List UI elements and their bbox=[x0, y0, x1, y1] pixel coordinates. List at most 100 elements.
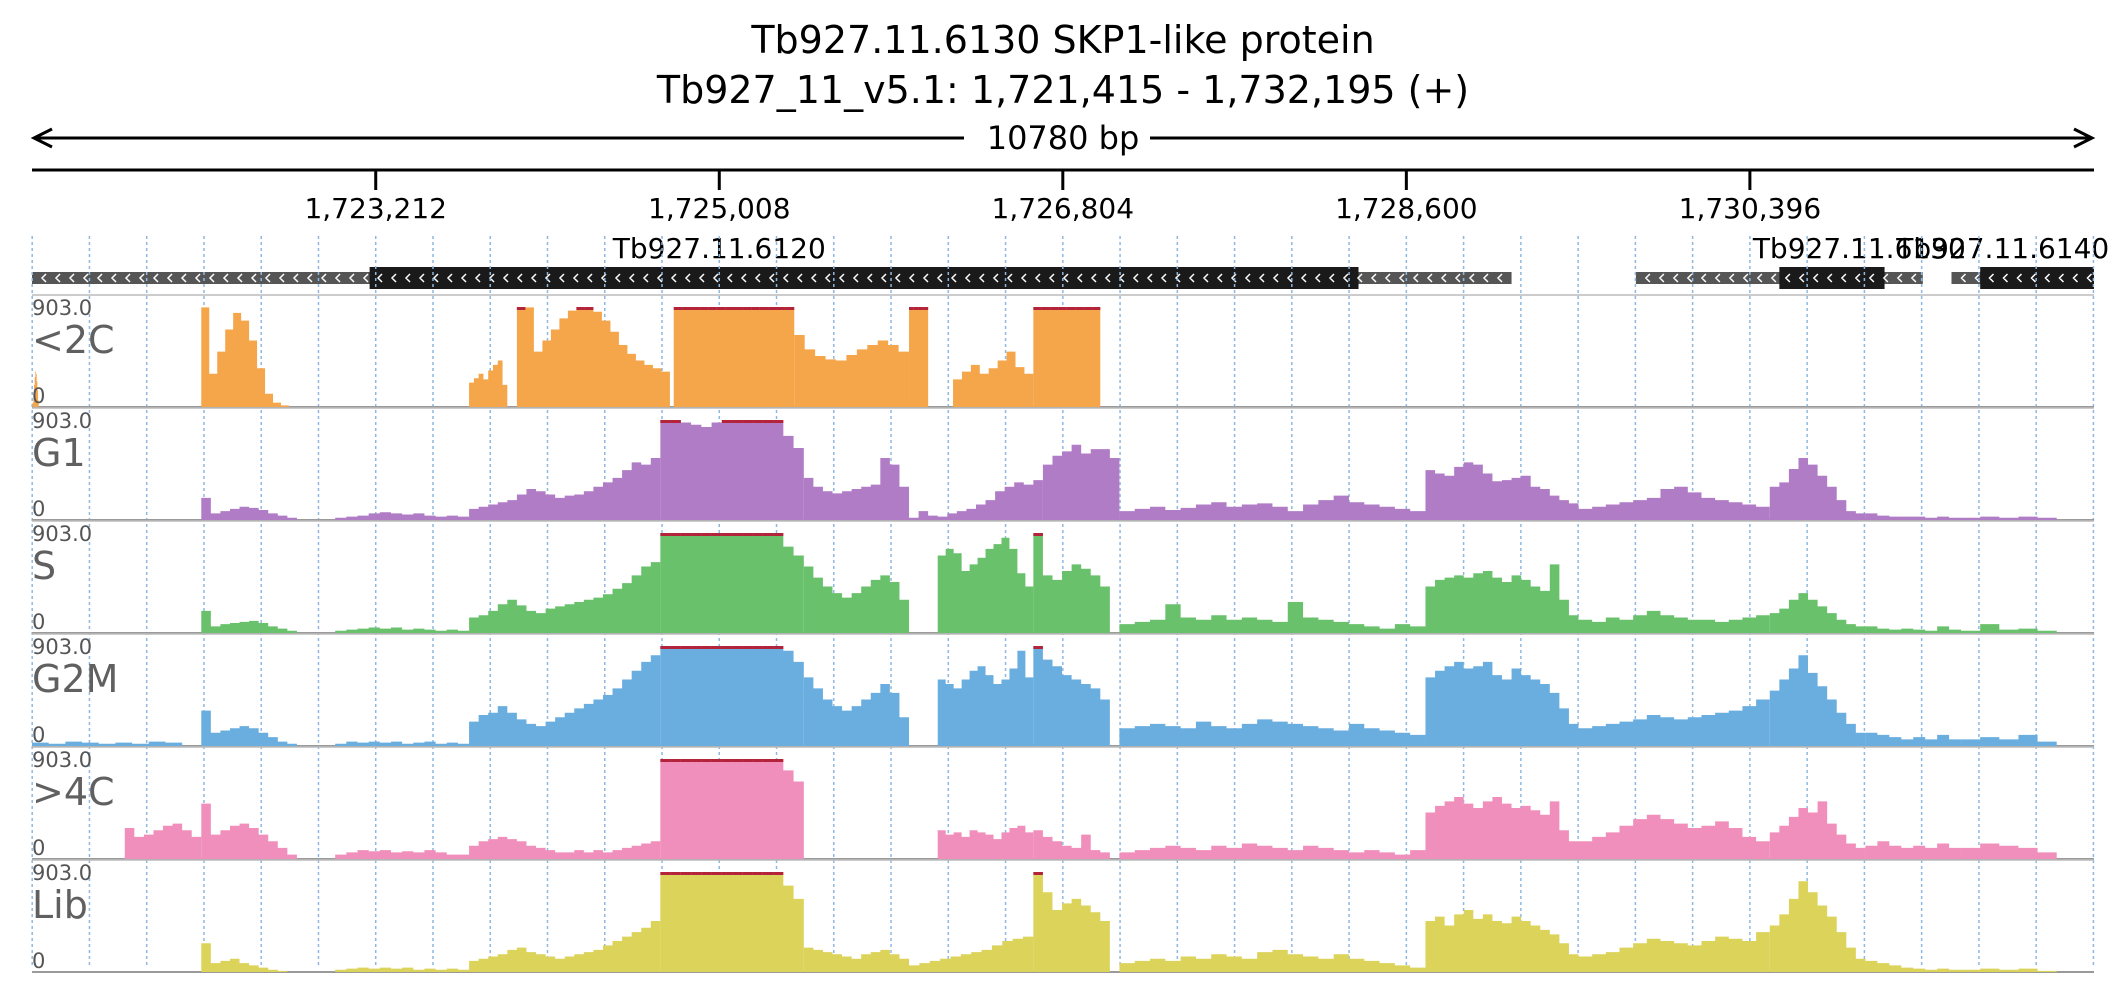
ruler-tick-label: 1,723,212 bbox=[304, 192, 447, 225]
track-label: G2M bbox=[32, 657, 118, 701]
coverage-area bbox=[1865, 513, 1962, 520]
coverage-area bbox=[937, 650, 1034, 746]
clipped-peak-marker bbox=[918, 307, 924, 310]
clipped-peak-marker bbox=[721, 646, 733, 649]
clipped-peak-marker bbox=[785, 307, 795, 310]
coverage-area bbox=[124, 823, 202, 859]
coverage-area bbox=[660, 420, 804, 520]
coverage-area bbox=[1865, 626, 1962, 633]
gene-label: Tb927.11.6140 bbox=[1895, 232, 2109, 265]
coverage-area bbox=[953, 351, 1034, 407]
clipped-peak-marker bbox=[670, 420, 681, 423]
coverage-area bbox=[1961, 516, 2057, 520]
coverage-track: 903.0 0 >4C bbox=[32, 746, 2094, 860]
ruler-tick-label: 1,728,600 bbox=[1335, 192, 1478, 225]
coverage-area bbox=[1769, 801, 1866, 859]
clipped-peak-marker bbox=[732, 420, 743, 423]
coverage-area bbox=[794, 335, 910, 407]
strand-chevrons bbox=[1644, 273, 1917, 283]
track-scale-max: 903.0 bbox=[32, 296, 92, 320]
clipped-peak-marker bbox=[762, 420, 774, 423]
coverage-area bbox=[32, 371, 39, 407]
clipped-peak-marker bbox=[1050, 307, 1059, 310]
coverage-track: 903.0 0 S bbox=[32, 520, 2094, 634]
coverage-area bbox=[201, 943, 297, 972]
clipped-peak-marker bbox=[691, 533, 702, 536]
coverage-area bbox=[1425, 909, 1579, 972]
clipped-peak-marker bbox=[773, 533, 784, 536]
clipped-peak-marker bbox=[762, 872, 774, 875]
coverage-area bbox=[1119, 601, 1426, 633]
clipped-peak-marker bbox=[711, 646, 722, 649]
coverage-area bbox=[1119, 495, 1426, 520]
clipped-peak-marker bbox=[1083, 307, 1092, 310]
clipped-peak-marker bbox=[670, 533, 681, 536]
track-scale-min: 0 bbox=[32, 384, 45, 408]
clipped-peak-marker bbox=[721, 533, 733, 536]
coverage-area bbox=[469, 655, 661, 746]
coverage-track: 903.0 0 <2C bbox=[32, 294, 2094, 408]
gene-cds bbox=[1980, 267, 2094, 289]
clipped-peak-marker bbox=[1033, 872, 1043, 875]
coverage-area bbox=[335, 627, 470, 633]
clipped-peak-marker bbox=[721, 759, 733, 762]
clipped-peak-marker bbox=[913, 307, 919, 310]
track-label: <2C bbox=[32, 318, 115, 362]
coverage-area bbox=[660, 872, 804, 972]
track-scale-max: 903.0 bbox=[32, 861, 92, 885]
clipped-peak-marker bbox=[584, 307, 594, 310]
clipped-peak-marker bbox=[773, 646, 784, 649]
clipped-peak-marker bbox=[1041, 307, 1051, 310]
track-label: S bbox=[32, 544, 56, 588]
track-label: G1 bbox=[32, 431, 86, 475]
gene-cds bbox=[1779, 267, 1885, 289]
clipped-peak-marker bbox=[742, 872, 753, 875]
coverage-area bbox=[1425, 564, 1579, 633]
coverage-area bbox=[1578, 610, 1770, 633]
clipped-peak-marker bbox=[690, 307, 700, 310]
coverage-area bbox=[803, 677, 910, 746]
coverage-area bbox=[1961, 624, 2057, 633]
clipped-peak-marker bbox=[752, 872, 763, 875]
clipped-peak-marker bbox=[691, 759, 702, 762]
coverage-area bbox=[909, 936, 1034, 972]
clipped-peak-marker bbox=[762, 533, 774, 536]
clipped-peak-marker bbox=[733, 307, 743, 310]
clipped-peak-marker bbox=[660, 872, 671, 875]
coverage-area bbox=[1578, 814, 1770, 859]
clipped-peak-marker bbox=[742, 307, 752, 310]
clipped-peak-marker bbox=[699, 307, 709, 310]
track-scale-min: 0 bbox=[32, 949, 45, 973]
clipped-peak-marker bbox=[721, 872, 733, 875]
clipped-peak-marker bbox=[576, 307, 585, 310]
track-scale-max: 903.0 bbox=[32, 635, 92, 659]
coverage-area bbox=[469, 562, 661, 633]
coverage-area bbox=[803, 947, 910, 972]
coverage-area bbox=[201, 610, 297, 633]
coverage-area bbox=[1119, 843, 1426, 859]
clipped-peak-marker bbox=[773, 872, 784, 875]
coverage-area bbox=[335, 967, 470, 972]
clipped-peak-marker bbox=[660, 646, 671, 649]
coverage-area bbox=[469, 360, 508, 407]
clipped-peak-marker bbox=[660, 533, 671, 536]
ruler-tick-label: 1,730,396 bbox=[1679, 192, 1822, 225]
clipped-peak-marker bbox=[716, 307, 726, 310]
coverage-area bbox=[1033, 872, 1110, 972]
coverage-area bbox=[937, 825, 1034, 859]
clipped-peak-marker bbox=[732, 872, 743, 875]
coverage-area bbox=[937, 537, 1034, 633]
gene-cds bbox=[369, 267, 1359, 289]
clipped-peak-marker bbox=[768, 307, 778, 310]
coverage-area bbox=[1033, 830, 1110, 859]
track-scale-max: 903.0 bbox=[32, 409, 92, 433]
clipped-peak-marker bbox=[673, 307, 683, 310]
clipped-peak-marker bbox=[777, 307, 786, 310]
coverage-area bbox=[335, 741, 470, 746]
clipped-peak-marker bbox=[725, 307, 734, 310]
coverage-area bbox=[1119, 949, 1426, 972]
coverage-area bbox=[1042, 444, 1120, 520]
coverage-area bbox=[1578, 486, 1770, 520]
clipped-peak-marker bbox=[732, 646, 743, 649]
clipped-peak-marker bbox=[670, 872, 681, 875]
